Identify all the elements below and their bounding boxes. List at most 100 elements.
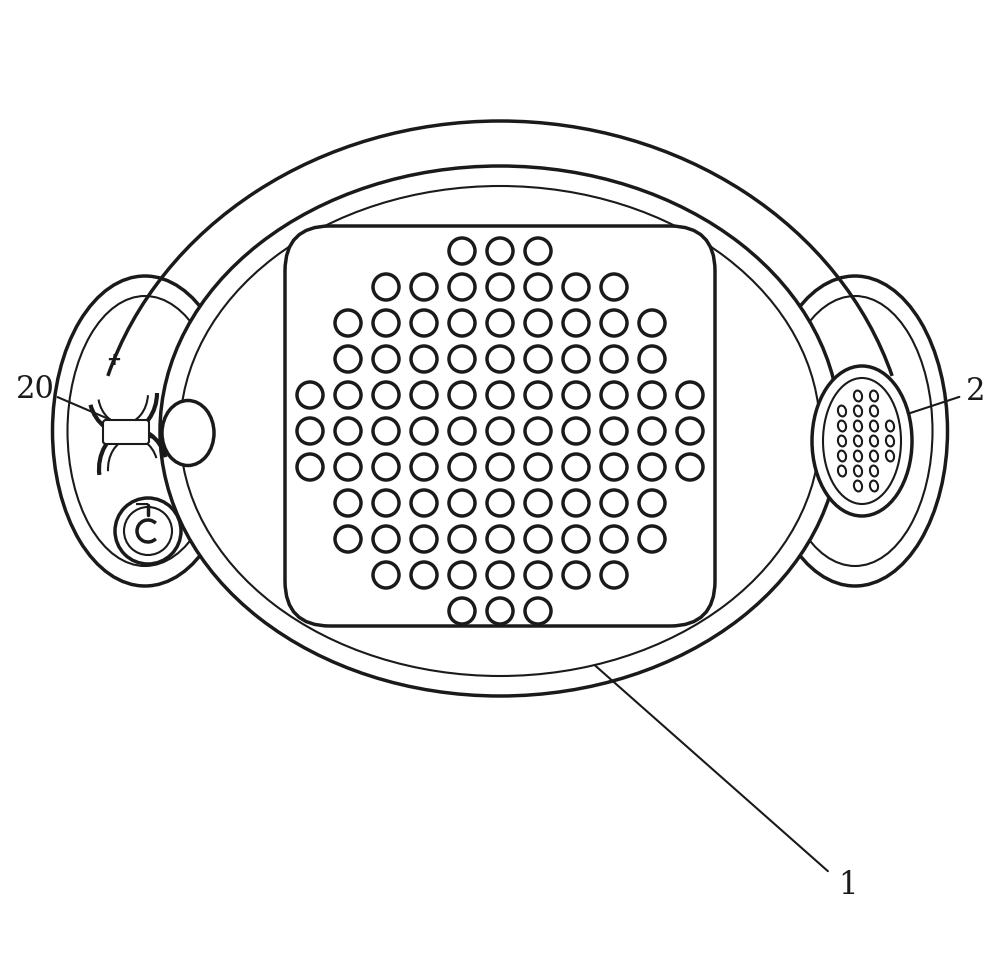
Ellipse shape	[838, 407, 846, 417]
Circle shape	[411, 382, 437, 408]
Ellipse shape	[854, 481, 862, 492]
Circle shape	[449, 382, 475, 408]
Circle shape	[335, 310, 361, 336]
Circle shape	[449, 455, 475, 480]
Ellipse shape	[886, 451, 894, 462]
Ellipse shape	[870, 421, 878, 432]
Circle shape	[411, 562, 437, 588]
Circle shape	[449, 490, 475, 516]
Ellipse shape	[854, 436, 862, 447]
Ellipse shape	[854, 451, 862, 462]
Circle shape	[601, 382, 627, 408]
Ellipse shape	[854, 421, 862, 432]
Circle shape	[373, 310, 399, 336]
Circle shape	[563, 419, 589, 445]
Ellipse shape	[870, 436, 878, 447]
Text: 20: 20	[16, 374, 54, 406]
Circle shape	[487, 382, 513, 408]
Ellipse shape	[854, 391, 862, 402]
Circle shape	[411, 419, 437, 445]
Circle shape	[525, 310, 551, 336]
Ellipse shape	[823, 379, 901, 505]
Circle shape	[449, 347, 475, 373]
Circle shape	[487, 455, 513, 480]
Circle shape	[525, 599, 551, 625]
Circle shape	[449, 310, 475, 336]
Circle shape	[563, 527, 589, 553]
Circle shape	[525, 419, 551, 445]
Ellipse shape	[160, 167, 840, 697]
Circle shape	[411, 490, 437, 516]
Circle shape	[677, 455, 703, 480]
Ellipse shape	[68, 297, 223, 566]
Circle shape	[525, 275, 551, 301]
Circle shape	[411, 455, 437, 480]
Ellipse shape	[854, 466, 862, 477]
Circle shape	[639, 490, 665, 516]
Ellipse shape	[838, 436, 846, 447]
Ellipse shape	[870, 391, 878, 402]
Circle shape	[411, 275, 437, 301]
Ellipse shape	[162, 401, 214, 466]
Ellipse shape	[870, 407, 878, 417]
Ellipse shape	[763, 277, 948, 586]
Circle shape	[449, 275, 475, 301]
Circle shape	[601, 455, 627, 480]
Circle shape	[487, 419, 513, 445]
Circle shape	[563, 490, 589, 516]
Circle shape	[563, 275, 589, 301]
Circle shape	[373, 419, 399, 445]
Ellipse shape	[53, 277, 238, 586]
Circle shape	[335, 382, 361, 408]
Circle shape	[601, 527, 627, 553]
Circle shape	[373, 562, 399, 588]
Circle shape	[525, 490, 551, 516]
Circle shape	[563, 310, 589, 336]
Circle shape	[525, 238, 551, 264]
Circle shape	[373, 275, 399, 301]
Ellipse shape	[812, 366, 912, 516]
Circle shape	[487, 310, 513, 336]
Circle shape	[411, 347, 437, 373]
Circle shape	[411, 527, 437, 553]
Text: −: −	[134, 494, 150, 513]
Circle shape	[487, 562, 513, 588]
Circle shape	[525, 527, 551, 553]
Circle shape	[297, 455, 323, 480]
Text: 1: 1	[838, 870, 858, 900]
Circle shape	[601, 419, 627, 445]
Circle shape	[639, 382, 665, 408]
Circle shape	[639, 527, 665, 553]
Circle shape	[601, 562, 627, 588]
Circle shape	[411, 310, 437, 336]
Ellipse shape	[886, 421, 894, 432]
Circle shape	[297, 382, 323, 408]
Circle shape	[335, 527, 361, 553]
Ellipse shape	[838, 466, 846, 477]
Circle shape	[373, 490, 399, 516]
Ellipse shape	[778, 297, 932, 566]
Circle shape	[487, 347, 513, 373]
Circle shape	[449, 238, 475, 264]
Circle shape	[601, 275, 627, 301]
Ellipse shape	[838, 451, 846, 462]
Circle shape	[297, 419, 323, 445]
Circle shape	[115, 499, 181, 564]
Circle shape	[639, 347, 665, 373]
Ellipse shape	[870, 466, 878, 477]
Circle shape	[487, 238, 513, 264]
Circle shape	[449, 562, 475, 588]
Circle shape	[487, 490, 513, 516]
Circle shape	[639, 419, 665, 445]
Circle shape	[335, 455, 361, 480]
Ellipse shape	[870, 451, 878, 462]
Ellipse shape	[870, 481, 878, 492]
Text: 2: 2	[966, 376, 986, 407]
Circle shape	[124, 507, 172, 555]
Circle shape	[449, 527, 475, 553]
Circle shape	[563, 382, 589, 408]
Circle shape	[373, 347, 399, 373]
Circle shape	[639, 455, 665, 480]
Circle shape	[335, 419, 361, 445]
Circle shape	[677, 419, 703, 445]
